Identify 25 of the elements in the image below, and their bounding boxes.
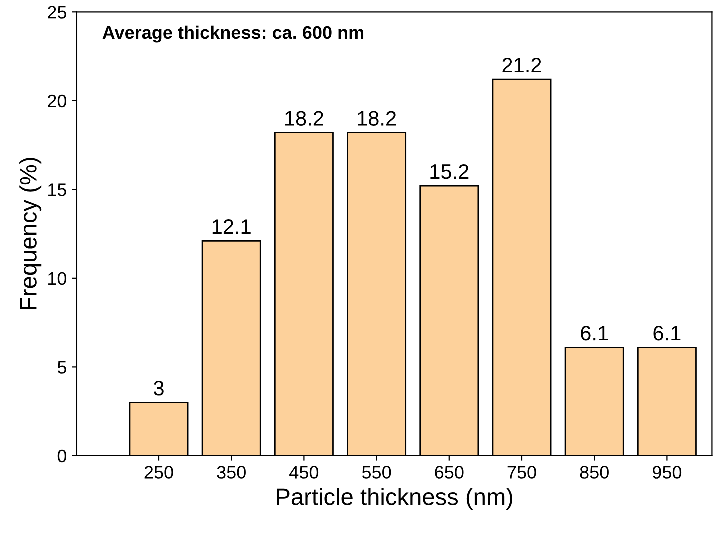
data-label: 21.2 — [502, 58, 542, 72]
data-label: 18.2 — [358, 111, 396, 126]
x-tick-label: 450 — [290, 466, 319, 479]
annotation: Average thickness: ca. 600 nm — [102, 26, 364, 43]
y-axis-title: Frequency (%) — [20, 158, 42, 310]
x-axis-title: Particle thickness (nm) — [277, 488, 513, 510]
data-label: 15.2 — [430, 164, 469, 180]
data-label: 18.2 — [286, 111, 324, 126]
x-tick-label: 350 — [217, 466, 246, 479]
y-tick-label: 15 — [48, 184, 66, 196]
x-tick-label: 950 — [652, 466, 682, 479]
x-tick-label: 250 — [144, 466, 174, 479]
y-tick-label: 10 — [48, 272, 67, 286]
x-tick-label: 850 — [580, 466, 609, 479]
data-label: 6.1 — [654, 326, 681, 341]
x-tick-label: 550 — [362, 466, 392, 479]
y-tick-label: 20 — [48, 94, 67, 108]
x-tick-label: 750 — [508, 466, 536, 479]
x-tick-label: 650 — [435, 466, 464, 479]
data-label: 6.1 — [581, 326, 608, 341]
y-tick-label: 0 — [58, 450, 67, 463]
y-tick-label: 5 — [58, 361, 66, 374]
data-label: 12.1 — [212, 220, 251, 234]
y-tick-label: 25 — [48, 6, 66, 19]
data-label: 3 — [154, 381, 164, 396]
